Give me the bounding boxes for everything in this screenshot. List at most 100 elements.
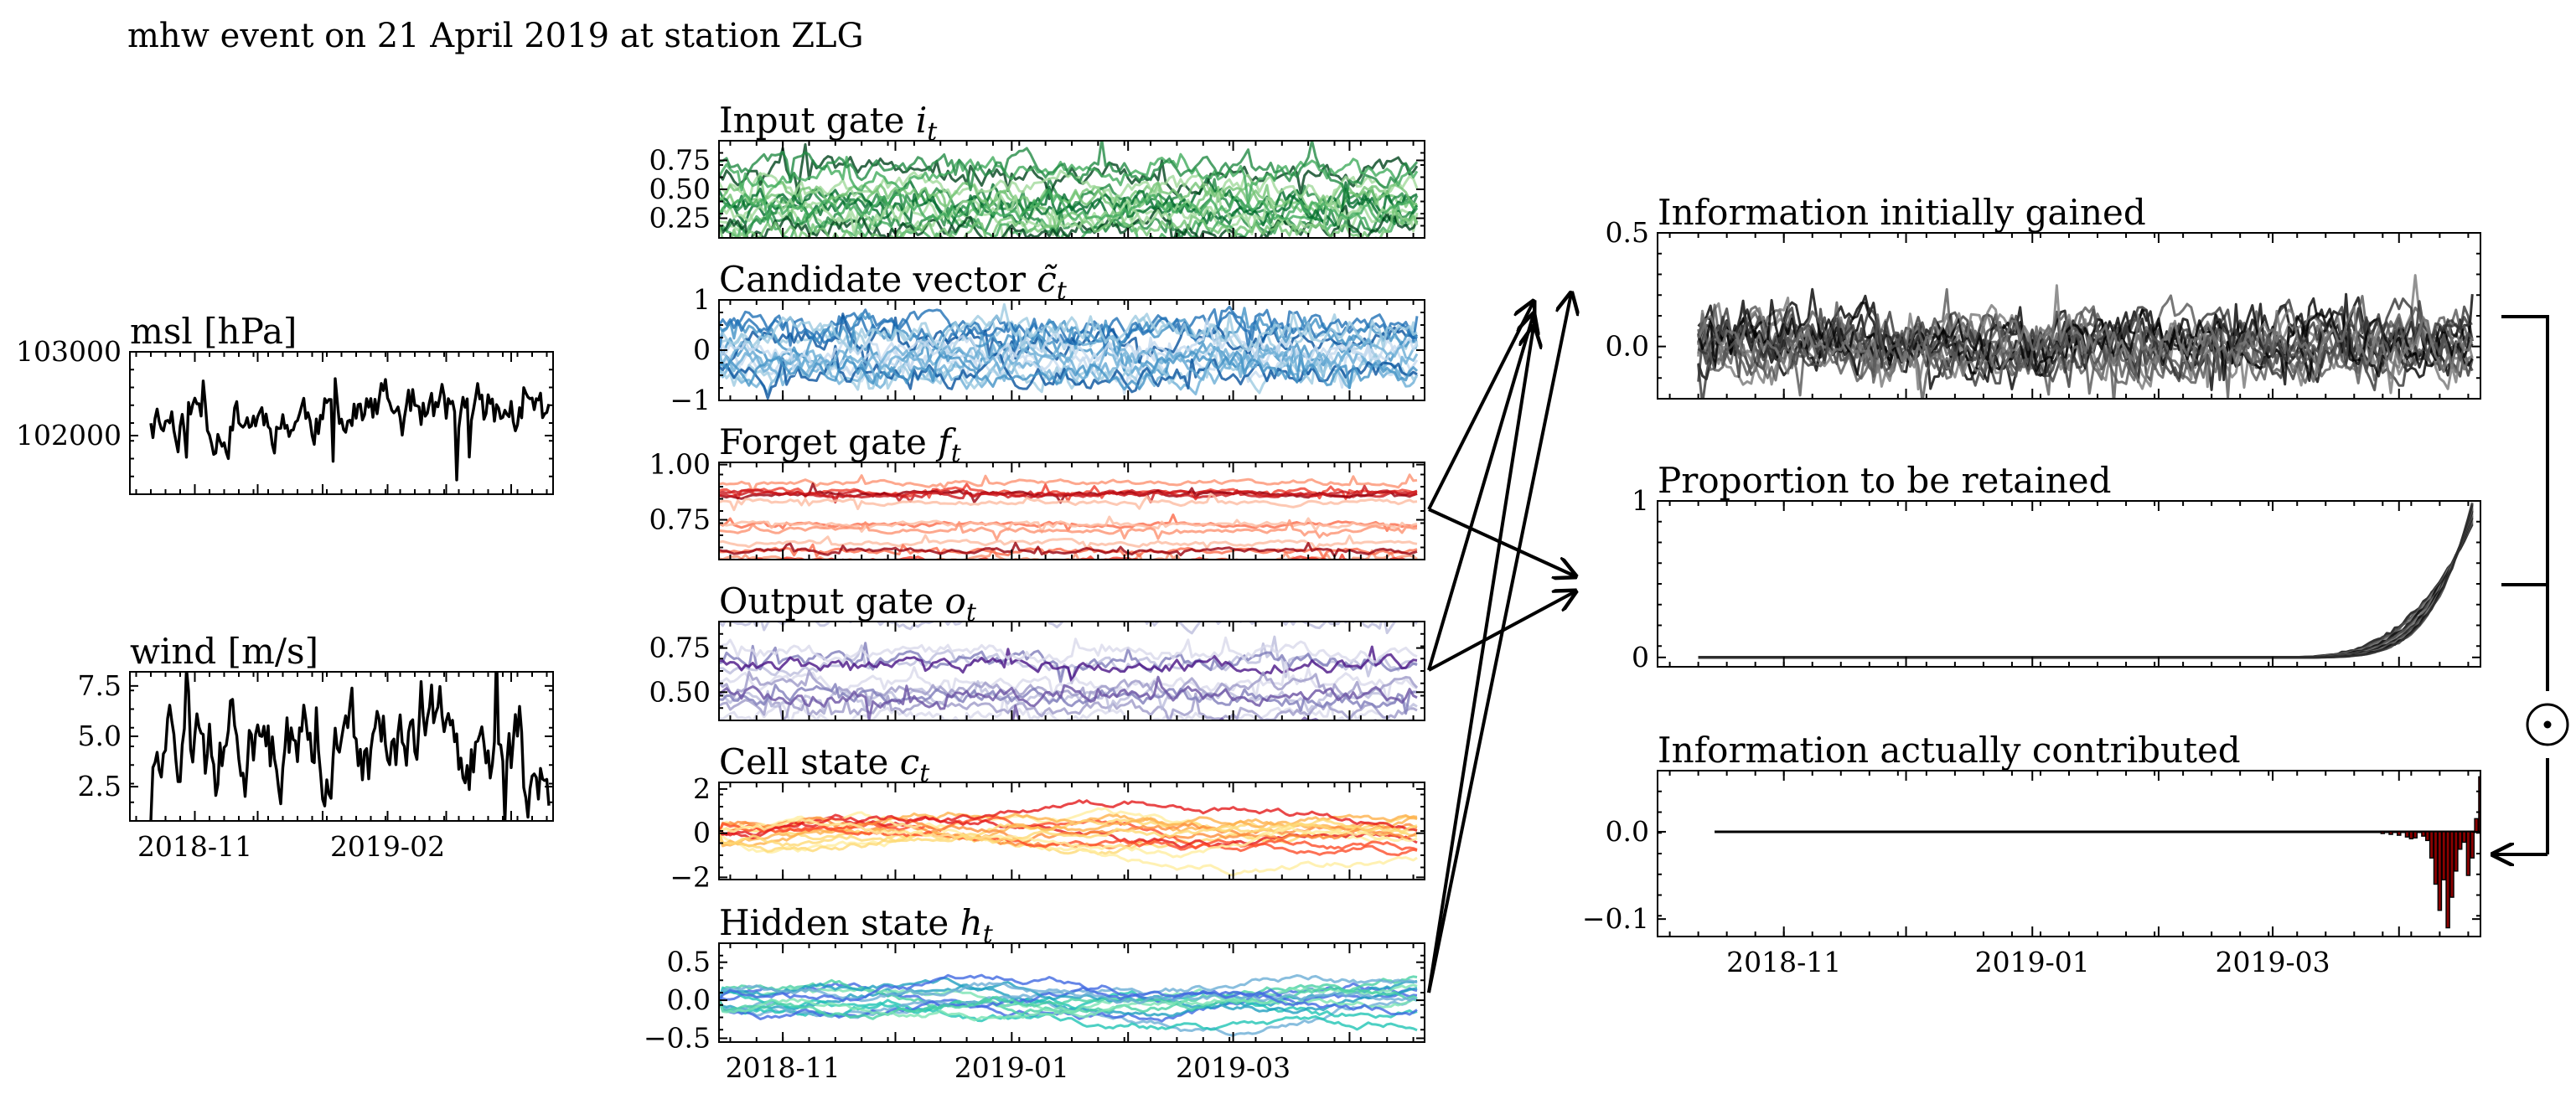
unit-line [1698,519,2474,659]
gained-bracket [2501,315,2549,585]
unit-line [719,986,1418,1020]
unit-line [719,141,1419,199]
unit-line [1698,512,2474,659]
unit-line [719,977,1418,1014]
info-gained-plot-area [1697,274,2474,399]
forget-gate-panel: Forget gate ft 0.75 1.00 [649,421,1425,560]
candidate-vector-plot-area [719,302,1419,400]
unit-line [1698,513,2474,659]
y-tick-label: 0 [693,333,711,366]
y-tick-label: 2 [693,772,711,805]
unit-line [719,818,1418,853]
x-tick-label: 2019-01 [954,1051,1069,1084]
bar [2425,831,2430,842]
bar [2404,831,2410,838]
y-tick-label: 7.5 [78,669,122,702]
unit-line [719,333,1418,382]
unit-line [719,519,1418,541]
output-gate-panel: Output gate ot 0.50 0.75 [649,581,1425,721]
x-tick-label: 2018-11 [726,1051,841,1084]
hidden-to-gained-arrow [1427,327,1534,993]
y-tick-label: 0 [693,817,711,849]
bar [2457,831,2463,850]
x-tick-label: 2019-02 [330,830,445,863]
msl-line [149,377,551,482]
y-tick-label: 1 [693,283,711,316]
cell-state-title: Cell state ct [719,741,930,788]
unit-line [719,675,1418,720]
bar [2408,831,2414,839]
unit-line [719,350,1419,391]
bar [2437,831,2443,911]
forget-gate-title: Forget gate ft [719,421,962,468]
y-tick-label: 0.50 [649,173,711,205]
unit-line [719,353,1419,395]
y-tick-label: −2 [670,860,711,893]
hadamard-dot-icon [2543,720,2552,729]
unit-line [719,636,1418,664]
unit-line [719,344,1418,400]
unit-line [719,305,1419,351]
candidate-vector-panel: Candidate vector c̃t −1 0 1 [670,259,1425,416]
cell-state-plot-area [719,799,1418,877]
bar [2461,831,2467,844]
unit-line [719,169,1419,207]
y-tick-label: 0.0 [667,983,711,1016]
unit-line [1698,517,2474,659]
forget-to-gained-arrow [1427,302,1534,510]
y-tick-label: 1.00 [649,448,711,481]
x-tick-label: 2018-11 [1726,946,1841,978]
unit-line [1698,503,2474,659]
y-tick-label: 0.50 [649,675,711,708]
axes-frame [1657,500,2481,668]
unit-line [1698,507,2474,659]
unit-line [719,188,1418,224]
bar [2380,831,2386,834]
proportion-retained-panel: Proportion to be retained 0 1 [1632,460,2481,673]
unit-line [719,818,1418,859]
bar [2449,831,2454,898]
hidden-to-info-arrow [1427,293,1571,993]
y-tick-label: 5.0 [78,720,122,752]
unit-line [719,515,1418,534]
msl-plot-area [149,377,551,482]
bar [2445,831,2450,929]
unit-line [719,307,1419,360]
unit-line [1698,520,2474,659]
wind-panel: wind [m/s] 2.5 5.0 7.5 2018-11 2019-02 [78,631,554,863]
unit-line [719,473,1418,493]
y-tick-label: 0.75 [649,503,711,536]
y-tick-label: 1 [1632,484,1649,517]
bar [2413,831,2418,839]
hidden-state-plot-area [719,973,1418,1037]
y-tick-label: 0.75 [649,632,711,664]
input-gate-panel: Input gate it 0.250.500.75 [649,100,1425,239]
bar [2388,831,2393,835]
unit-line [719,683,1418,715]
unit-line [719,302,1418,354]
y-tick-label: −1 [670,384,711,416]
bar [2474,818,2479,833]
bar [2441,831,2447,880]
proportion-retained-plot-area [1698,502,2474,659]
hidden-state-panel: Hidden state ht −0.5 0.0 0.5 2018-11 2019-01 2… [644,902,1425,1084]
unit-line [719,482,1418,504]
cell-state-panel: Cell state ct −2 0 2 [670,741,1425,893]
unit-line [1698,510,2474,659]
info-gained-panel: Information initially gained 0.0 0.5 [1606,192,2481,400]
y-tick-label: 0.0 [1606,815,1649,848]
info-contributed-title: Information actually contributed [1658,730,2241,771]
hidden-state-title: Hidden state ht [719,902,994,949]
unit-line [1697,284,2474,388]
wind-title: wind [m/s] [130,631,318,672]
info-contributed-panel: Information actually contributed −0.1 0.0 2… [1582,730,2481,978]
y-tick-label: 0.25 [649,202,711,235]
unit-line [1698,515,2474,659]
output-gate-title: Output gate ot [719,581,977,627]
unit-line [719,692,1418,720]
y-tick-label: −0.5 [644,1021,711,1054]
unit-line [1698,522,2474,659]
input-gate-title: Input gate it [719,100,938,147]
connector-arrows [1427,293,2569,993]
unit-line [719,484,1418,503]
